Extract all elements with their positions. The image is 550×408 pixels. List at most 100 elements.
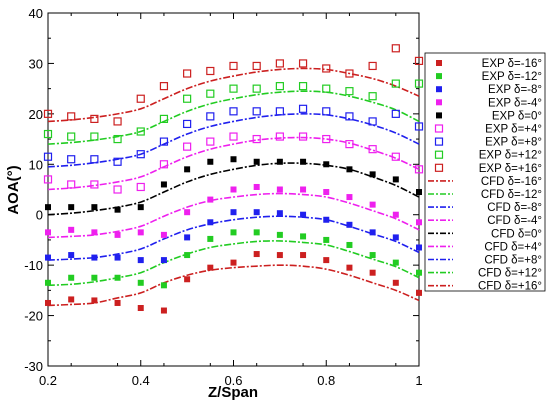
exp-data-point [160, 181, 167, 188]
exp-data-point [392, 211, 399, 218]
exp-data-point [206, 137, 215, 146]
x-tick-labels: 0.2 0.4 0.6 0.8 1 [39, 373, 423, 388]
exp-data-point [322, 64, 331, 73]
legend-box [424, 52, 546, 292]
exp-data-point [276, 158, 283, 165]
x-tick-label: 0.8 [317, 373, 335, 388]
exp-data-point [184, 209, 191, 216]
legend-label: CFD δ=+12° [478, 268, 542, 280]
y-tick-label: 0 [36, 208, 43, 223]
exp-data-point [160, 282, 167, 289]
exp-data-point [91, 274, 98, 281]
legend-marker [434, 150, 444, 159]
legend-marker [434, 137, 444, 146]
legend-marker [436, 99, 442, 106]
x-axis-title: Z/Span [208, 384, 258, 401]
exp-data-point [113, 134, 122, 144]
exp-data-point [346, 264, 353, 271]
legend-label: CFD δ=-12° [481, 189, 542, 201]
exp-data-point [323, 257, 330, 264]
exp-data-point [416, 189, 422, 196]
exp-markers [43, 44, 424, 314]
exp-data-point [90, 180, 99, 189]
exp-data-point [252, 134, 261, 144]
legend-label: CFD δ=0° [491, 228, 542, 240]
y-tick-label: -10 [24, 258, 43, 273]
exp-data-point [298, 59, 308, 68]
exp-data-point [253, 229, 260, 236]
exp-data-point [392, 176, 399, 183]
cfd-curve [47, 136, 420, 191]
exp-data-point [67, 180, 76, 189]
legend-marker [436, 112, 442, 119]
exp-data-point [91, 297, 98, 304]
exp-data-point [137, 229, 144, 236]
exp-data-point [113, 185, 122, 194]
exp-data-point [323, 216, 330, 223]
exp-data-point [416, 244, 422, 251]
exp-data-point [45, 254, 51, 261]
legend-marker [436, 86, 442, 93]
exp-data-point [392, 259, 399, 266]
exp-data-point [183, 119, 192, 129]
exp-data-point [345, 140, 354, 149]
cfd-curve [47, 240, 420, 287]
y-tick-label: -30 [24, 359, 43, 374]
exp-data-point [345, 69, 354, 78]
exp-data-point [183, 69, 192, 78]
exp-data-point [206, 89, 215, 98]
exp-data-point [136, 150, 145, 159]
exp-data-point [298, 132, 308, 141]
y-axis-title: AOA(°) [5, 165, 22, 214]
exp-data-point [230, 209, 237, 216]
cfd-curve [47, 162, 420, 216]
exp-data-point [137, 279, 144, 286]
exp-data-point [67, 132, 76, 141]
exp-data-point [91, 204, 98, 211]
cfd-curve [47, 113, 420, 168]
exp-data-point [229, 84, 238, 93]
exp-data-point [229, 132, 238, 141]
legend-label: EXP δ=+8° [485, 137, 542, 149]
y-tick-labels: -30 -20 -10 0 10 20 30 40 [24, 6, 43, 374]
exp-data-point [114, 206, 121, 213]
exp-data-point [392, 279, 399, 286]
exp-data-point [114, 274, 121, 281]
legend-marker [436, 60, 442, 66]
exp-data-point [252, 61, 261, 71]
exp-data-point [136, 94, 145, 103]
exp-data-point [183, 94, 192, 103]
exp-data-point [253, 251, 260, 258]
exp-data-point [68, 296, 75, 303]
exp-data-point [368, 117, 377, 126]
x-tick-label: 0.2 [39, 373, 57, 388]
exp-data-point [346, 221, 353, 228]
exp-data-point [90, 114, 99, 124]
exp-data-point [369, 252, 376, 259]
exp-data-point [206, 66, 215, 76]
exp-data-point [159, 114, 169, 124]
exp-data-point [45, 229, 51, 236]
exp-data-point [276, 210, 283, 217]
exp-data-point [414, 79, 424, 88]
exp-data-point [368, 92, 377, 101]
legend-label: EXP δ=-4° [488, 97, 542, 109]
exp-data-point [159, 160, 169, 169]
exp-data-point [207, 235, 214, 242]
legend-marker [434, 124, 444, 133]
exp-data-point [323, 236, 330, 243]
exp-data-point [137, 257, 144, 264]
exp-data-point [414, 122, 424, 131]
exp-data-point [275, 59, 284, 68]
exp-data-point [159, 82, 169, 91]
exp-data-point [391, 109, 400, 118]
cfd-curve [47, 90, 420, 145]
exp-data-point [414, 165, 424, 174]
y-tick-label: -20 [24, 309, 43, 324]
y-tick-label: 10 [29, 157, 43, 172]
exp-data-point [414, 56, 424, 66]
exp-data-point [160, 307, 167, 314]
exp-data-point [345, 112, 354, 121]
exp-data-point [114, 254, 121, 261]
exp-data-point [252, 107, 261, 116]
